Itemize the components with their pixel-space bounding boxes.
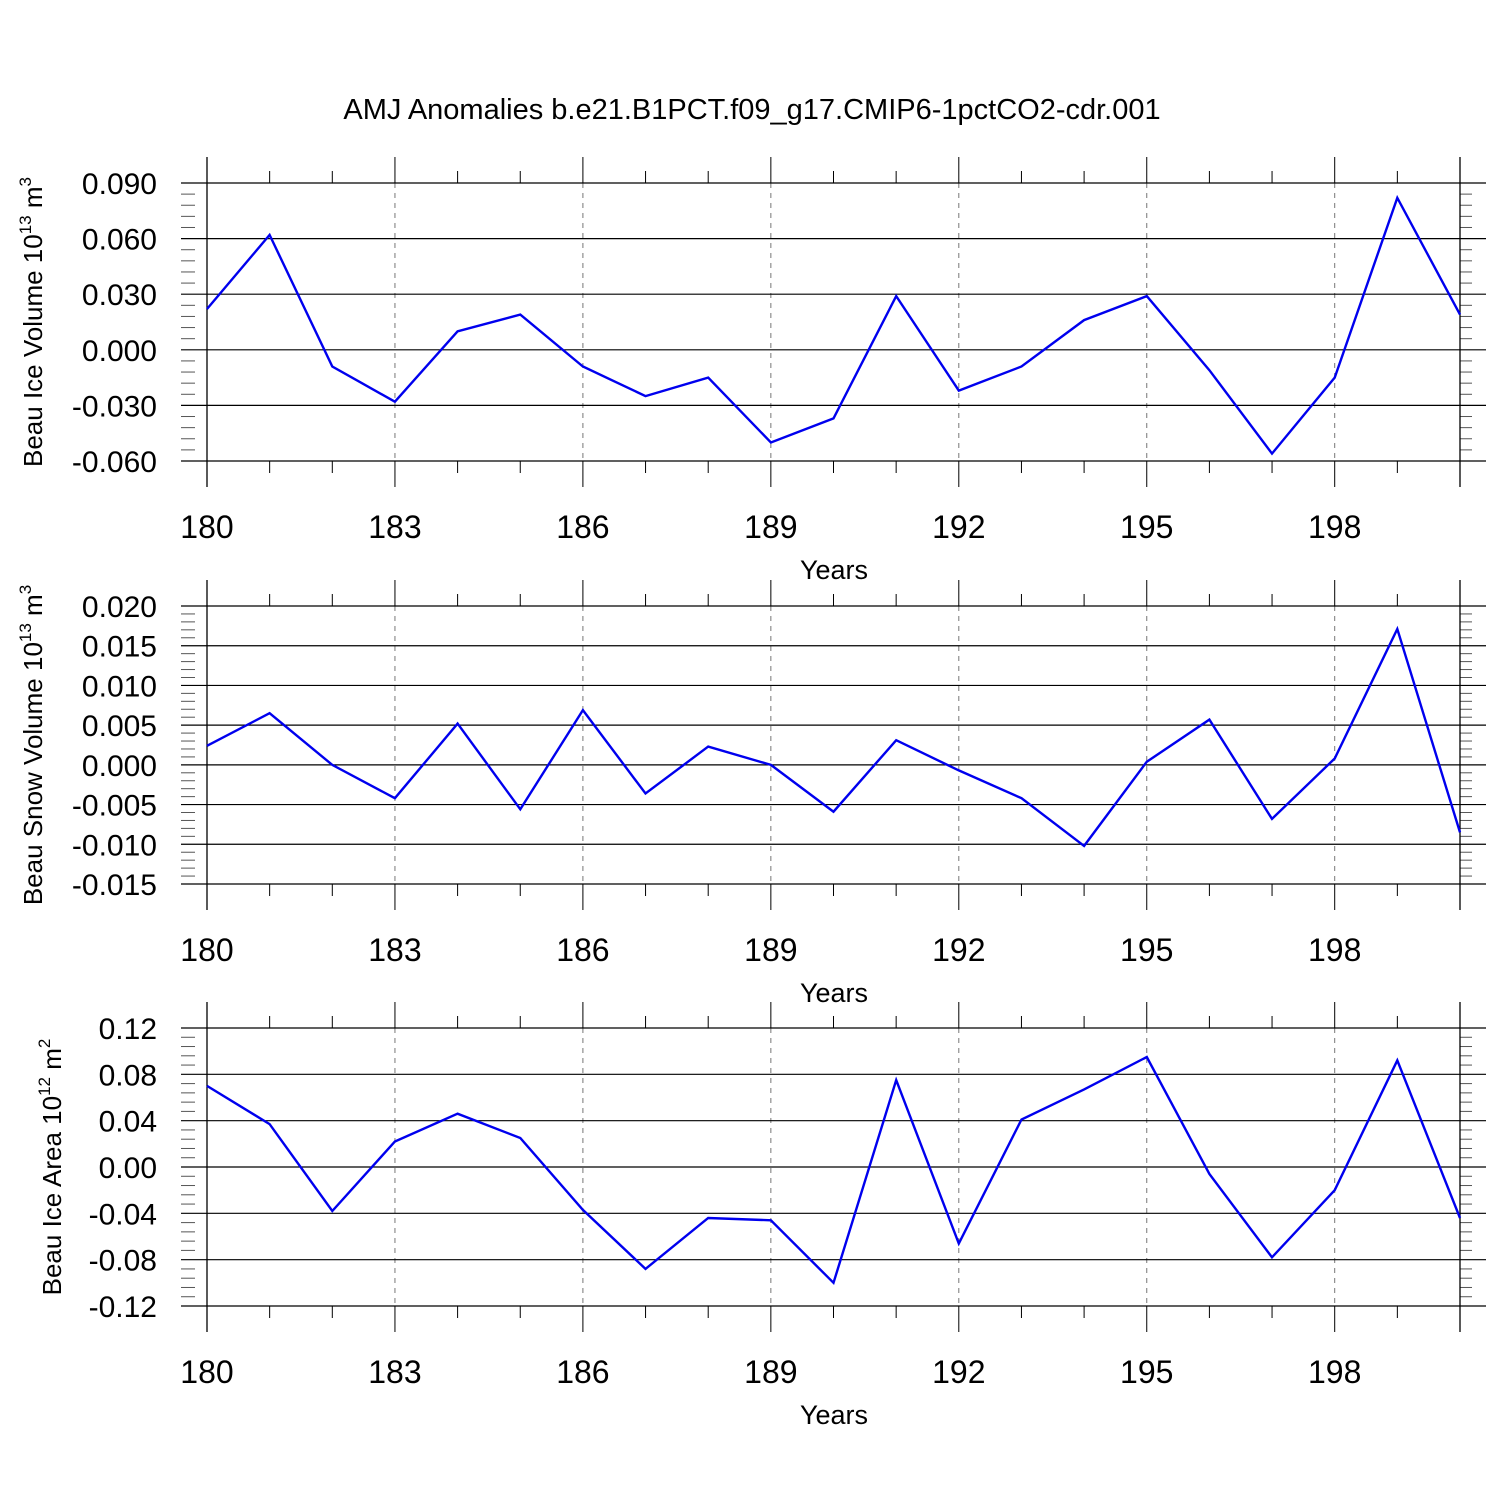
y-axis-label: Beau Snow Volume 1013 m3 bbox=[16, 585, 48, 905]
panel-1: -0.060 -0.030 0.000 0.030 0.060 0.090 180 183 18… bbox=[16, 157, 1486, 585]
y-tick-label: 0.010 bbox=[82, 670, 157, 703]
x-tick-label: 186 bbox=[556, 509, 609, 545]
x-tick-label: 198 bbox=[1308, 932, 1361, 968]
x-tick-label: 183 bbox=[368, 932, 421, 968]
panel-3: -0.12 -0.08 -0.04 0.00 0.04 0.08 0.12 180 183 186… bbox=[35, 1002, 1486, 1430]
x-axis-label: Years bbox=[800, 555, 868, 585]
y-tick-label: 0.000 bbox=[82, 750, 157, 783]
y-tick-label: -0.12 bbox=[89, 1291, 157, 1324]
y-tick-label: 0.090 bbox=[82, 168, 157, 201]
y-tick-label: 0.005 bbox=[82, 710, 157, 743]
panels: -0.060 -0.030 0.000 0.030 0.060 0.090 180 183 18… bbox=[16, 157, 1486, 1430]
y-tick-label: 0.08 bbox=[99, 1059, 157, 1092]
y-axis-label: Beau Ice Area 1012 m2 bbox=[35, 1039, 67, 1296]
y-tick-label: 0.020 bbox=[82, 591, 157, 624]
x-tick-label: 189 bbox=[744, 509, 797, 545]
x-tick-label: 195 bbox=[1120, 1354, 1173, 1390]
x-axis-label: Years bbox=[800, 978, 868, 1008]
y-tick-label: 0.04 bbox=[99, 1106, 157, 1139]
x-tick-label: 198 bbox=[1308, 509, 1361, 545]
y-tick-label: 0.015 bbox=[82, 631, 157, 664]
panel-2: -0.015 -0.010 -0.005 0.000 0.005 0.010 0.015 0.… bbox=[16, 580, 1486, 1008]
y-tick-label: -0.030 bbox=[72, 390, 157, 423]
x-tick-label: 195 bbox=[1120, 932, 1173, 968]
y-tick-label: 0.12 bbox=[99, 1013, 157, 1046]
x-tick-label: 183 bbox=[368, 1354, 421, 1390]
x-tick-label: 180 bbox=[180, 1354, 233, 1390]
y-tick-label: -0.060 bbox=[72, 446, 157, 479]
x-tick-label: 180 bbox=[180, 932, 233, 968]
x-tick-label: 192 bbox=[932, 932, 985, 968]
y-tick-label: 0.000 bbox=[82, 335, 157, 368]
y-tick-label: -0.04 bbox=[89, 1198, 157, 1231]
x-tick-label: 195 bbox=[1120, 509, 1173, 545]
y-tick-label: -0.010 bbox=[72, 829, 157, 862]
y-tick-label: 0.030 bbox=[82, 279, 157, 312]
chart-title: AMJ Anomalies b.e21.B1PCT.f09_g17.CMIP6-… bbox=[343, 94, 1160, 126]
x-tick-label: 186 bbox=[556, 932, 609, 968]
x-tick-label: 192 bbox=[932, 1354, 985, 1390]
series-line bbox=[206, 625, 1462, 848]
series-line bbox=[206, 1055, 1462, 1286]
y-tick-label: -0.005 bbox=[72, 790, 157, 823]
x-axis-label: Years bbox=[800, 1400, 868, 1430]
y-tick-label: -0.08 bbox=[89, 1245, 157, 1278]
x-tick-label: 192 bbox=[932, 509, 985, 545]
x-tick-label: 198 bbox=[1308, 1354, 1361, 1390]
series-line bbox=[206, 194, 1462, 456]
x-tick-label: 189 bbox=[744, 932, 797, 968]
y-tick-label: -0.015 bbox=[72, 869, 157, 902]
y-axis-label: Beau Ice Volume 1013 m3 bbox=[16, 177, 48, 467]
x-tick-label: 183 bbox=[368, 509, 421, 545]
y-tick-label: 0.00 bbox=[99, 1152, 157, 1185]
y-tick-label: 0.060 bbox=[82, 224, 157, 257]
x-tick-label: 186 bbox=[556, 1354, 609, 1390]
x-tick-label: 180 bbox=[180, 509, 233, 545]
x-tick-label: 189 bbox=[744, 1354, 797, 1390]
